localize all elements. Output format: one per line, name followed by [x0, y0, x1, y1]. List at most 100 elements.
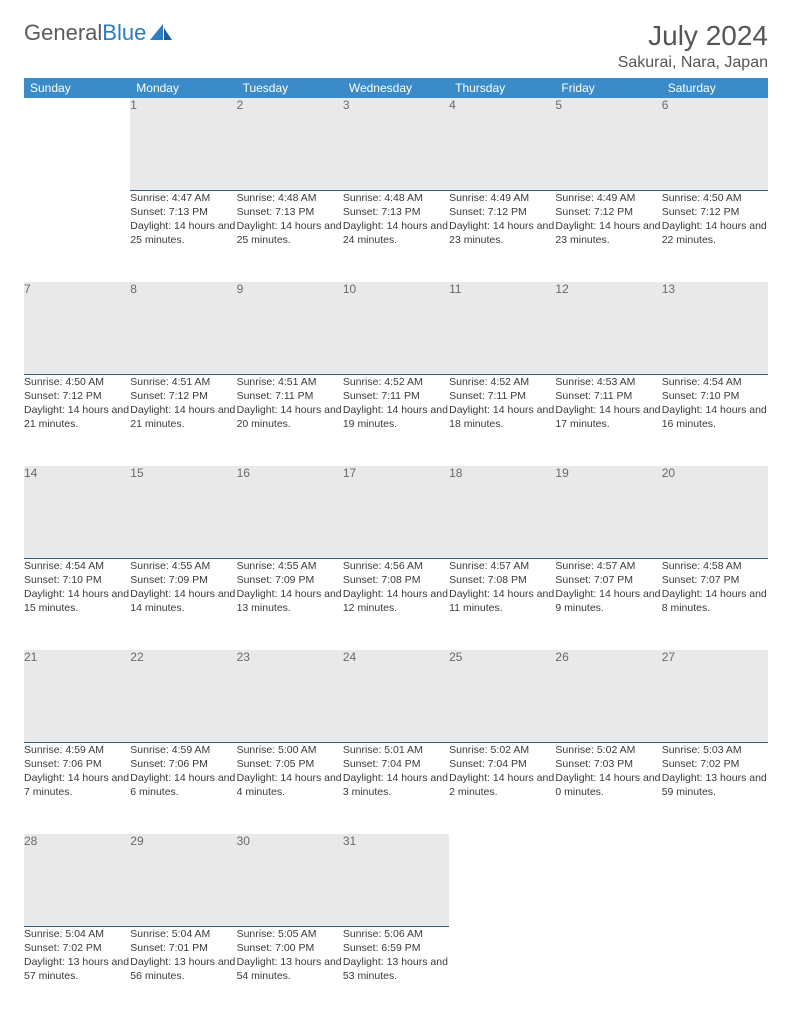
sunset-line: Sunset: 7:06 PM	[130, 757, 236, 771]
weekday-header: Wednesday	[343, 78, 449, 98]
daylight-line: Daylight: 14 hours and 12 minutes.	[343, 587, 449, 615]
sunrise-line: Sunrise: 4:54 AM	[24, 559, 130, 573]
sunrise-line: Sunrise: 4:50 AM	[24, 375, 130, 389]
weekday-header: Monday	[130, 78, 236, 98]
sunset-line: Sunset: 7:08 PM	[449, 573, 555, 587]
sunset-line: Sunset: 7:00 PM	[237, 941, 343, 955]
daylight-line: Daylight: 14 hours and 25 minutes.	[237, 219, 343, 247]
sunset-line: Sunset: 7:11 PM	[343, 389, 449, 403]
day-number	[662, 834, 768, 926]
day-number: 15	[130, 466, 236, 558]
sunset-line: Sunset: 7:07 PM	[662, 573, 768, 587]
daylight-line: Daylight: 14 hours and 21 minutes.	[130, 403, 236, 431]
day-cell: Sunrise: 5:04 AMSunset: 7:02 PMDaylight:…	[24, 926, 130, 1018]
sunset-line: Sunset: 7:03 PM	[555, 757, 661, 771]
day-content-row: Sunrise: 4:47 AMSunset: 7:13 PMDaylight:…	[24, 190, 768, 282]
sunrise-line: Sunrise: 5:01 AM	[343, 743, 449, 757]
day-cell: Sunrise: 5:06 AMSunset: 6:59 PMDaylight:…	[343, 926, 449, 1018]
day-cell	[662, 926, 768, 1018]
day-cell: Sunrise: 4:51 AMSunset: 7:12 PMDaylight:…	[130, 374, 236, 466]
day-cell: Sunrise: 4:55 AMSunset: 7:09 PMDaylight:…	[237, 558, 343, 650]
daylight-line: Daylight: 14 hours and 16 minutes.	[662, 403, 768, 431]
daylight-line: Daylight: 14 hours and 9 minutes.	[555, 587, 661, 615]
sunset-line: Sunset: 7:12 PM	[24, 389, 130, 403]
day-number: 5	[555, 98, 661, 190]
sunrise-line: Sunrise: 4:49 AM	[449, 191, 555, 205]
day-number-row: 21222324252627	[24, 650, 768, 742]
day-number: 7	[24, 282, 130, 374]
day-number: 19	[555, 466, 661, 558]
sunrise-line: Sunrise: 4:49 AM	[555, 191, 661, 205]
sunset-line: Sunset: 7:09 PM	[237, 573, 343, 587]
daylight-line: Daylight: 14 hours and 6 minutes.	[130, 771, 236, 799]
daylight-line: Daylight: 14 hours and 25 minutes.	[130, 219, 236, 247]
day-cell: Sunrise: 4:52 AMSunset: 7:11 PMDaylight:…	[449, 374, 555, 466]
day-cell: Sunrise: 4:59 AMSunset: 7:06 PMDaylight:…	[130, 742, 236, 834]
day-cell: Sunrise: 4:50 AMSunset: 7:12 PMDaylight:…	[24, 374, 130, 466]
day-cell	[24, 190, 130, 282]
day-number: 27	[662, 650, 768, 742]
daylight-line: Daylight: 14 hours and 11 minutes.	[449, 587, 555, 615]
day-content-row: Sunrise: 4:59 AMSunset: 7:06 PMDaylight:…	[24, 742, 768, 834]
sunrise-line: Sunrise: 4:52 AM	[343, 375, 449, 389]
day-cell: Sunrise: 5:02 AMSunset: 7:04 PMDaylight:…	[449, 742, 555, 834]
sunset-line: Sunset: 7:13 PM	[237, 205, 343, 219]
day-number: 12	[555, 282, 661, 374]
sunrise-line: Sunrise: 4:51 AM	[237, 375, 343, 389]
day-cell: Sunrise: 4:55 AMSunset: 7:09 PMDaylight:…	[130, 558, 236, 650]
logo-text-blue: Blue	[102, 20, 146, 46]
day-cell: Sunrise: 4:49 AMSunset: 7:12 PMDaylight:…	[449, 190, 555, 282]
sunrise-line: Sunrise: 4:55 AM	[130, 559, 236, 573]
sunrise-line: Sunrise: 4:53 AM	[555, 375, 661, 389]
sunset-line: Sunset: 7:02 PM	[662, 757, 768, 771]
sunset-line: Sunset: 7:12 PM	[555, 205, 661, 219]
day-number	[449, 834, 555, 926]
sunrise-line: Sunrise: 5:04 AM	[130, 927, 236, 941]
day-number: 29	[130, 834, 236, 926]
sunrise-line: Sunrise: 5:00 AM	[237, 743, 343, 757]
sunrise-line: Sunrise: 5:06 AM	[343, 927, 449, 941]
sunset-line: Sunset: 7:12 PM	[662, 205, 768, 219]
sunset-line: Sunset: 7:02 PM	[24, 941, 130, 955]
daylight-line: Daylight: 13 hours and 54 minutes.	[237, 955, 343, 983]
daylight-line: Daylight: 13 hours and 53 minutes.	[343, 955, 449, 983]
day-number-row: 14151617181920	[24, 466, 768, 558]
sunrise-line: Sunrise: 4:48 AM	[237, 191, 343, 205]
day-number: 10	[343, 282, 449, 374]
month-title: July 2024	[618, 20, 768, 52]
day-number: 30	[237, 834, 343, 926]
logo-sail-icon	[150, 24, 172, 42]
sunset-line: Sunset: 7:12 PM	[130, 389, 236, 403]
sunset-line: Sunset: 7:04 PM	[449, 757, 555, 771]
day-number	[555, 834, 661, 926]
sunrise-line: Sunrise: 4:59 AM	[130, 743, 236, 757]
day-number: 14	[24, 466, 130, 558]
daylight-line: Daylight: 14 hours and 15 minutes.	[24, 587, 130, 615]
sunrise-line: Sunrise: 4:48 AM	[343, 191, 449, 205]
daylight-line: Daylight: 14 hours and 7 minutes.	[24, 771, 130, 799]
header: GeneralBlue July 2024 Sakurai, Nara, Jap…	[24, 20, 768, 72]
day-cell: Sunrise: 5:05 AMSunset: 7:00 PMDaylight:…	[237, 926, 343, 1018]
sunset-line: Sunset: 7:10 PM	[662, 389, 768, 403]
day-content-row: Sunrise: 5:04 AMSunset: 7:02 PM Daylight:…	[24, 926, 768, 1018]
day-number: 26	[555, 650, 661, 742]
day-cell: Sunrise: 4:48 AMSunset: 7:13 PMDaylight:…	[237, 190, 343, 282]
day-number-row: 78910111213	[24, 282, 768, 374]
day-number: 25	[449, 650, 555, 742]
day-content-row: Sunrise: 4:50 AMSunset: 7:12 PMDaylight:…	[24, 374, 768, 466]
sunrise-line: Sunrise: 5:02 AM	[555, 743, 661, 757]
sunrise-line: Sunrise: 4:57 AM	[555, 559, 661, 573]
day-number: 21	[24, 650, 130, 742]
sunset-line: Sunset: 7:08 PM	[343, 573, 449, 587]
day-number-row: 28293031	[24, 834, 768, 926]
sunrise-line: Sunrise: 5:03 AM	[662, 743, 768, 757]
daylight-line: Daylight: 14 hours and 4 minutes.	[237, 771, 343, 799]
daylight-line: Daylight: 14 hours and 17 minutes.	[555, 403, 661, 431]
day-cell: Sunrise: 4:57 AMSunset: 7:08 PMDaylight:…	[449, 558, 555, 650]
day-cell: Sunrise: 4:57 AMSunset: 7:07 PMDaylight:…	[555, 558, 661, 650]
sunrise-line: Sunrise: 4:51 AM	[130, 375, 236, 389]
title-block: July 2024 Sakurai, Nara, Japan	[618, 20, 768, 72]
day-cell: Sunrise: 5:03 AMSunset: 7:02 PMDaylight:…	[662, 742, 768, 834]
day-cell: Sunrise: 4:51 AMSunset: 7:11 PMDaylight:…	[237, 374, 343, 466]
weekday-header-row: SundayMondayTuesdayWednesdayThursdayFrid…	[24, 78, 768, 98]
